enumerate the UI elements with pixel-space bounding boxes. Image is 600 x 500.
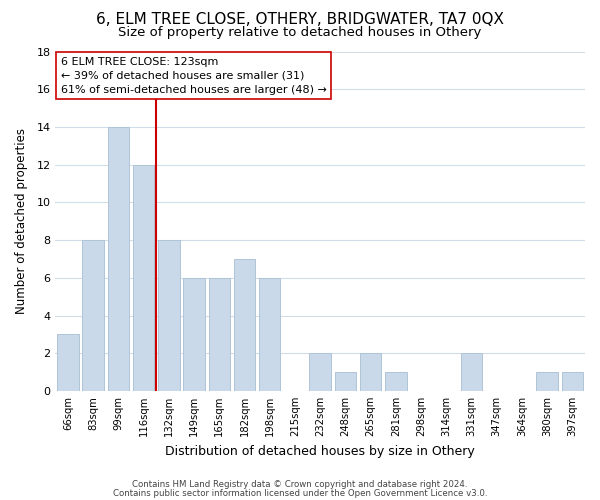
Bar <box>133 164 154 391</box>
Bar <box>57 334 79 391</box>
Bar <box>335 372 356 391</box>
X-axis label: Distribution of detached houses by size in Othery: Distribution of detached houses by size … <box>165 444 475 458</box>
Y-axis label: Number of detached properties: Number of detached properties <box>15 128 28 314</box>
Bar <box>259 278 280 391</box>
Bar <box>82 240 104 391</box>
Bar <box>184 278 205 391</box>
Bar <box>360 353 382 391</box>
Text: Contains public sector information licensed under the Open Government Licence v3: Contains public sector information licen… <box>113 488 487 498</box>
Bar <box>562 372 583 391</box>
Bar <box>385 372 407 391</box>
Bar <box>234 259 255 391</box>
Text: 6 ELM TREE CLOSE: 123sqm
← 39% of detached houses are smaller (31)
61% of semi-d: 6 ELM TREE CLOSE: 123sqm ← 39% of detach… <box>61 56 326 94</box>
Text: 6, ELM TREE CLOSE, OTHERY, BRIDGWATER, TA7 0QX: 6, ELM TREE CLOSE, OTHERY, BRIDGWATER, T… <box>96 12 504 28</box>
Bar <box>536 372 558 391</box>
Text: Size of property relative to detached houses in Othery: Size of property relative to detached ho… <box>118 26 482 39</box>
Bar <box>209 278 230 391</box>
Text: Contains HM Land Registry data © Crown copyright and database right 2024.: Contains HM Land Registry data © Crown c… <box>132 480 468 489</box>
Bar <box>107 127 129 391</box>
Bar <box>158 240 179 391</box>
Bar <box>310 353 331 391</box>
Bar <box>461 353 482 391</box>
